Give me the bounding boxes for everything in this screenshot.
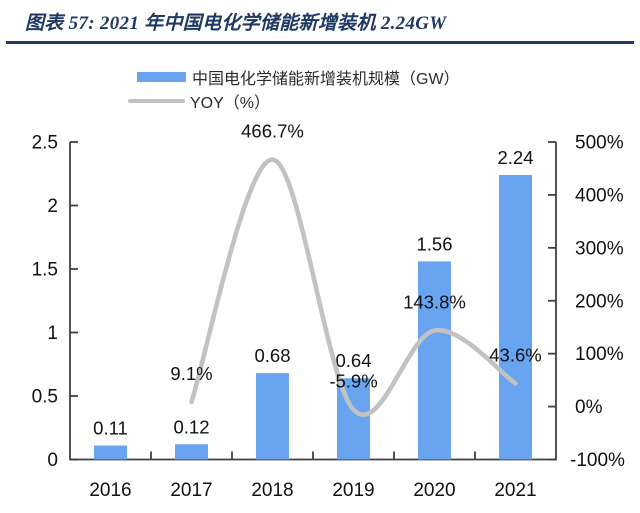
right-axis-tick-label: 200%: [575, 291, 624, 312]
right-axis-tick-label: 400%: [575, 185, 624, 206]
bar-value-label: 2.24: [497, 147, 533, 168]
yoy-value-label: 143.8%: [403, 291, 466, 312]
bar-2017: [175, 444, 208, 460]
axes-frame: [69, 142, 557, 461]
right-axis-tick-label: 300%: [575, 238, 624, 259]
legend-label-bar-series: 中国电化学储能新增装机规模（GW）: [192, 70, 460, 88]
figure-title: 图表 57: 2021 年中国电化学储能新增装机 2.24GW: [25, 13, 447, 34]
x-axis-category-label: 2017: [170, 480, 212, 501]
bar-2021: [499, 175, 532, 460]
yoy-value-label: 43.6%: [489, 345, 541, 366]
x-axis-category-label: 2021: [494, 480, 536, 501]
bar-value-label: 0.64: [335, 350, 371, 371]
bar-value-label: 1.56: [416, 233, 452, 254]
line-series-swatch-icon: [128, 98, 185, 103]
legend-item-line-series: YOY（%）: [128, 90, 460, 112]
bar-value-label: 0.12: [173, 416, 209, 437]
x-axis-category-label: 2019: [332, 480, 374, 501]
left-axis-tick-label: 0: [47, 450, 58, 471]
title-divider: [6, 41, 634, 44]
right-axis-tick-label: -100%: [570, 450, 625, 471]
yoy-value-label: 466.7%: [241, 121, 304, 142]
bar-2018: [256, 373, 289, 460]
x-axis-category-label: 2020: [413, 480, 455, 501]
bar-2020: [418, 261, 451, 460]
x-axis-category-label: 2018: [251, 480, 293, 501]
yoy-value-label: -5.9%: [329, 371, 377, 392]
left-axis-tick-label: 2: [47, 196, 58, 217]
left-axis-tick-label: 1: [47, 323, 58, 344]
legend-label-line-series: YOY（%）: [190, 94, 271, 112]
bar-2016: [94, 445, 127, 460]
right-axis-tick-label: 500%: [575, 133, 624, 154]
bar-value-label: 0.68: [254, 345, 290, 366]
right-axis-tick-label: 0%: [575, 397, 603, 418]
chart-legend: 中国电化学储能新增装机规模（GW） YOY（%）: [128, 66, 460, 114]
x-axis-category-label: 2016: [89, 480, 131, 501]
left-axis-tick-label: 1.5: [32, 260, 58, 281]
yoy-line: [189, 157, 518, 417]
yoy-value-label: 9.1%: [170, 363, 212, 384]
left-axis-tick-label: 2.5: [32, 133, 58, 154]
left-axis-tick-label: 0.5: [32, 387, 58, 408]
right-axis-tick-label: 100%: [575, 344, 624, 365]
bar-series-swatch-icon: [137, 71, 186, 82]
legend-item-bar-series: 中国电化学储能新增装机规模（GW）: [128, 66, 460, 88]
bar-value-label: 0.11: [93, 418, 128, 439]
